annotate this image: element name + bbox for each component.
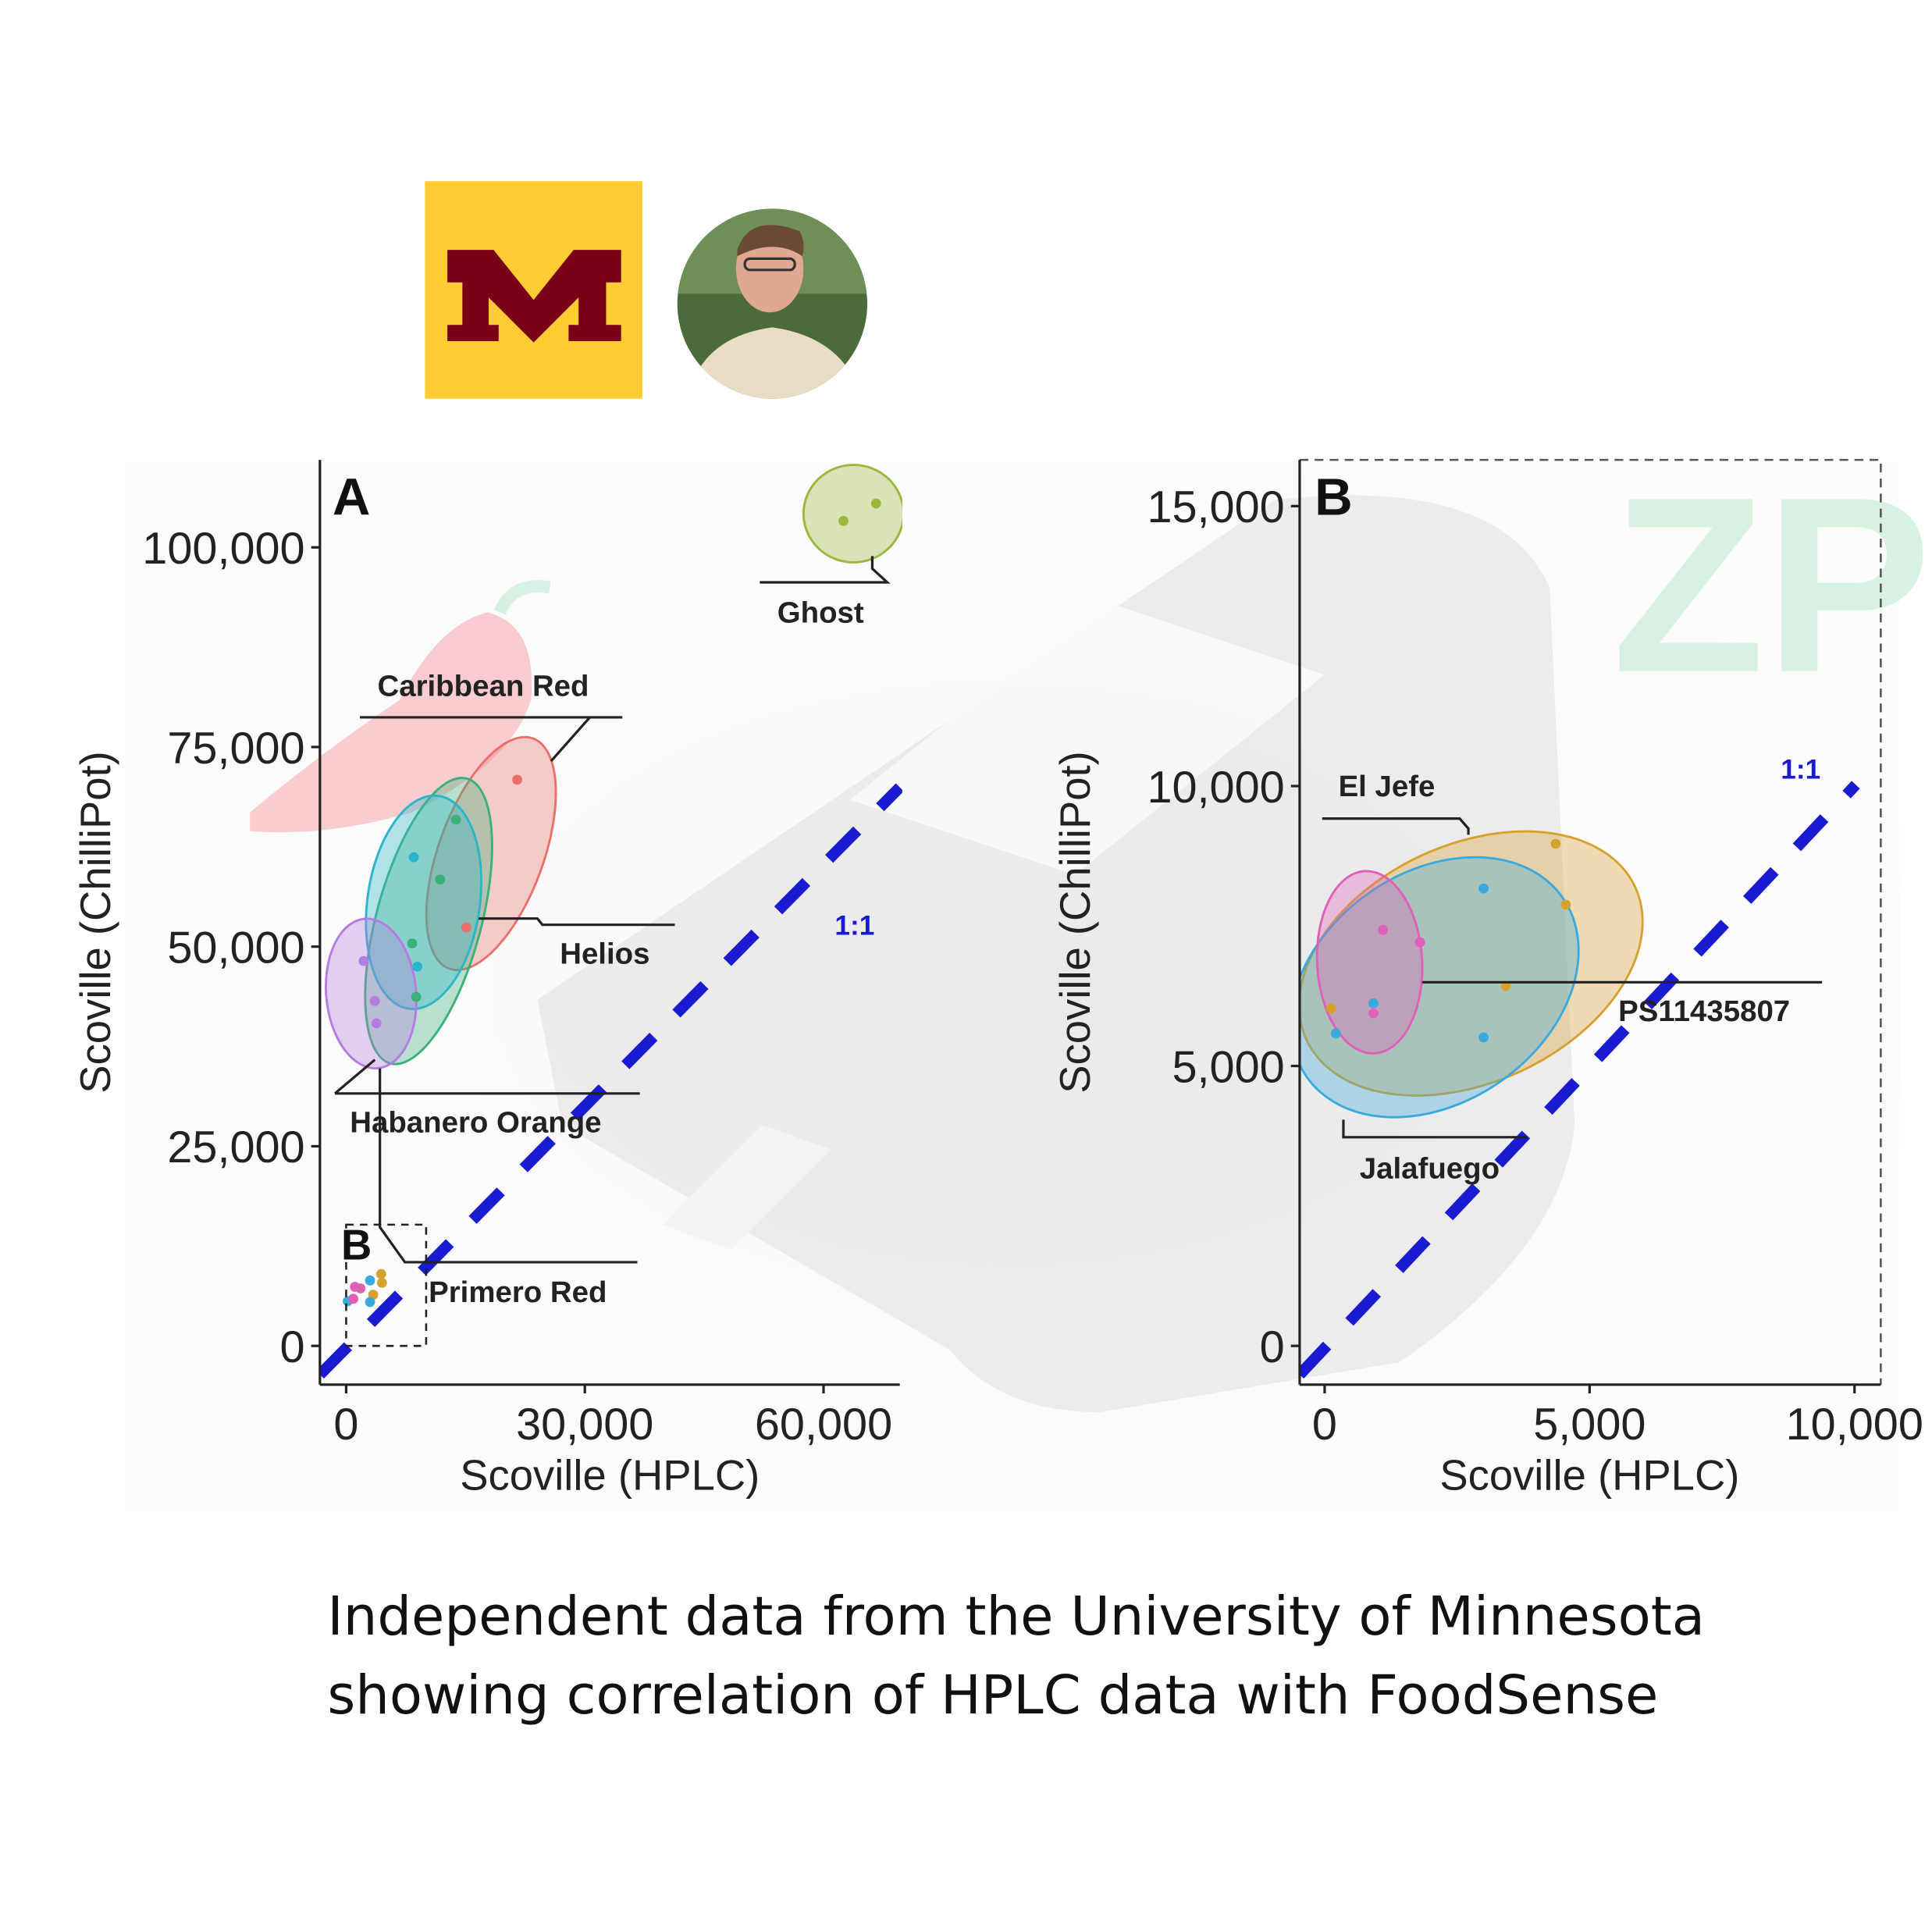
y-tick-label: 75,000 <box>167 724 304 774</box>
data-point <box>412 961 423 972</box>
data-point <box>1330 1028 1341 1039</box>
leader-habanero-orange <box>334 1059 640 1095</box>
device-watermark <box>125 462 1900 1513</box>
panel-a-label: A <box>333 468 371 527</box>
data-point <box>407 938 418 948</box>
x-tick-label: 5,000 <box>1533 1400 1646 1450</box>
panel-a-plot-area <box>319 464 902 1379</box>
data-point <box>1368 1008 1379 1019</box>
data-point <box>1325 1003 1336 1014</box>
data-point <box>376 1277 387 1288</box>
data-point <box>358 955 369 966</box>
data-point <box>375 1268 386 1279</box>
panel-b-1to1-label: 1:1 <box>1781 754 1820 785</box>
one-to-one-line <box>1299 781 1860 1379</box>
data-point <box>1414 937 1425 948</box>
y-tick-label: 0 <box>1260 1322 1285 1372</box>
panel-b: 0 5,000 10,000 0 5,000 10,000 15,000 B Scovill… <box>1051 458 1923 1499</box>
data-point <box>435 874 446 885</box>
data-point <box>1478 883 1489 894</box>
panel-a-ticks: 0 30,000 60,000 0 25,000 50,000 75,000 100,000 <box>142 524 892 1450</box>
data-point <box>411 991 422 1002</box>
data-point <box>365 1297 375 1308</box>
data-point <box>365 1275 375 1286</box>
leader-ghost <box>760 556 891 584</box>
label-el-jefe: El Jefe <box>1339 770 1436 803</box>
y-tick-label: 5,000 <box>1172 1042 1285 1092</box>
caption-line-1: Independent data from the University of … <box>327 1585 1704 1648</box>
data-point <box>371 1018 382 1029</box>
data-point <box>1368 998 1379 1009</box>
data-point <box>408 852 419 863</box>
group-ellipse <box>802 464 902 564</box>
y-tick-label: 50,000 <box>167 923 304 973</box>
x-tick-label: 60,000 <box>755 1400 892 1450</box>
label-ps11435807: PS11435807 <box>1618 994 1790 1028</box>
panel-a-x-title: Scoville (HPLC) <box>460 1451 760 1499</box>
data-point <box>450 814 461 825</box>
data-point <box>461 922 471 933</box>
y-tick-label: 0 <box>280 1322 305 1372</box>
x-tick-label: 30,000 <box>516 1400 653 1450</box>
leader-caribbean-red <box>360 716 623 763</box>
leader-el-jefe <box>1322 817 1470 835</box>
panel-a: 0 30,000 60,000025,00050,00075,000100,000 … <box>72 460 902 1499</box>
data-point <box>355 1283 366 1293</box>
data-point <box>1378 924 1389 935</box>
panel-b-x-title: Scoville (HPLC) <box>1439 1451 1739 1499</box>
zp-watermark: ZP <box>1612 445 1931 724</box>
x-tick-label: 0 <box>1312 1400 1337 1450</box>
data-point <box>838 516 849 526</box>
x-tick-label: 10,000 <box>1786 1400 1923 1450</box>
panel-a-1to1-label: 1:1 <box>834 910 874 941</box>
y-tick-label: 10,000 <box>1147 763 1284 813</box>
y-tick-label: 25,000 <box>167 1123 304 1172</box>
x-tick-label: 0 <box>333 1400 358 1450</box>
label-ghost: Ghost <box>777 596 864 629</box>
label-habanero-orange: Habanero Orange <box>350 1105 601 1139</box>
leader-helios <box>479 917 675 927</box>
panel-b-ticks: 0 5,000 10,000 0 5,000 10,000 15,000 <box>1147 482 1923 1450</box>
caption-line-2: showing correlation of HPLC data with Fo… <box>327 1664 1658 1727</box>
university-logo <box>425 181 642 399</box>
panel-b-y-title: Scoville (ChilliPot) <box>1051 751 1099 1094</box>
data-point <box>369 995 380 1006</box>
y-tick-label: 15,000 <box>1147 482 1284 532</box>
data-point <box>512 774 522 785</box>
leader-primero-red <box>379 1068 638 1264</box>
data-point <box>1550 838 1561 849</box>
data-point <box>1560 899 1571 910</box>
data-point <box>1478 1032 1489 1043</box>
label-helios: Helios <box>560 937 649 970</box>
label-jalafuego: Jalafuego <box>1360 1152 1500 1186</box>
data-point <box>348 1293 359 1304</box>
group-ellipse <box>325 917 418 1069</box>
label-caribbean-red: Caribbean Red <box>377 670 589 703</box>
one-to-one-line <box>319 783 902 1379</box>
group-ellipse <box>1299 830 1644 1097</box>
inset-b-label: B <box>341 1222 372 1269</box>
y-tick-label: 100,000 <box>142 524 304 574</box>
panel-b-label: B <box>1315 468 1353 527</box>
group-ellipse <box>365 794 483 1011</box>
person-photo <box>677 208 868 399</box>
leader-jalafuego <box>1342 1119 1528 1139</box>
panel-b-plot-area <box>1299 781 1860 1379</box>
group-ellipse <box>1315 870 1424 1055</box>
inset-b-box <box>345 1223 428 1347</box>
label-primero-red: Primero Red <box>429 1276 607 1309</box>
data-point <box>870 498 881 509</box>
panel-a-y-title: Scoville (ChilliPot) <box>72 751 119 1094</box>
